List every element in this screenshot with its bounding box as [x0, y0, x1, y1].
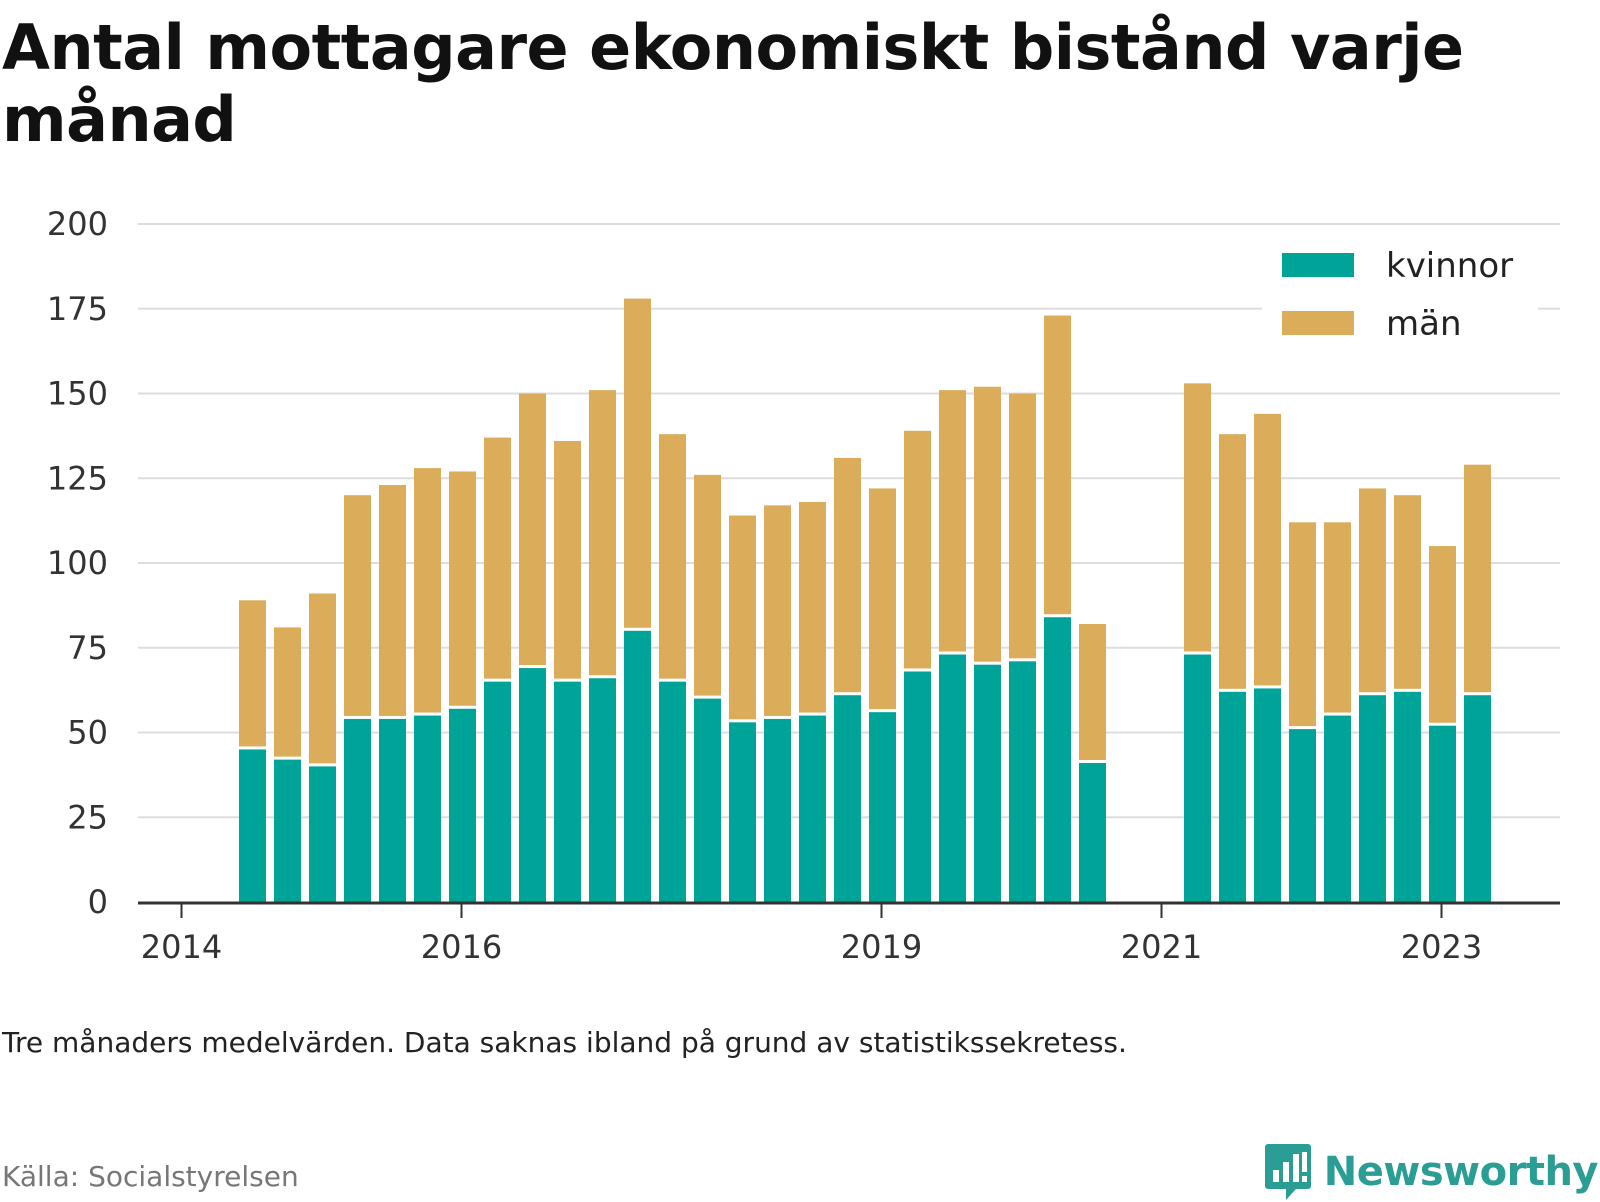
- bar-kvinnor: [1429, 725, 1456, 902]
- y-tick-label: 25: [67, 798, 108, 836]
- bar-män: [1079, 624, 1106, 761]
- x-tick-label: 2016: [421, 928, 502, 966]
- bar-män: [379, 485, 406, 716]
- y-tick-label: 150: [47, 375, 108, 413]
- bar-kvinnor: [834, 695, 861, 902]
- y-tick-label: 0: [88, 883, 108, 921]
- bar-män: [834, 457, 861, 693]
- bar-kvinnor: [1324, 715, 1351, 902]
- x-tick-label: 2014: [141, 928, 222, 966]
- y-tick-label: 75: [67, 629, 108, 667]
- bar-kvinnor: [624, 630, 651, 902]
- bar-män: [554, 440, 581, 679]
- bar-män: [659, 434, 686, 679]
- bar-män: [729, 515, 756, 720]
- bar-kvinnor: [764, 718, 791, 902]
- bar-kvinnor: [1219, 691, 1246, 902]
- bar-män: [239, 600, 266, 747]
- bar-män: [1219, 434, 1246, 689]
- bar-män: [694, 474, 721, 696]
- bar-kvinnor: [869, 712, 896, 902]
- bar-män: [484, 437, 511, 679]
- bar-kvinnor: [799, 715, 826, 902]
- bar-män: [449, 471, 476, 706]
- bar-män: [414, 468, 441, 713]
- bar-kvinnor: [519, 668, 546, 902]
- bar-kvinnor: [1079, 763, 1106, 902]
- bar-män: [974, 386, 1001, 662]
- bar-kvinnor: [414, 715, 441, 902]
- legend-label: män: [1386, 304, 1462, 344]
- bar-kvinnor: [694, 698, 721, 902]
- bar-kvinnor: [239, 749, 266, 902]
- bar-män: [1359, 488, 1386, 693]
- legend-label: kvinnor: [1386, 246, 1513, 286]
- y-axis-ticks: 0 25 50 75 100 125 150 175 200: [47, 205, 108, 921]
- bar-män: [1464, 464, 1491, 693]
- bar-kvinnor: [1359, 695, 1386, 902]
- bar-kvinnor: [1394, 691, 1421, 902]
- bar-kvinnor: [659, 681, 686, 902]
- bar-kvinnor: [904, 671, 931, 902]
- bar-kvinnor: [484, 681, 511, 902]
- bar-kvinnor: [1044, 617, 1071, 902]
- brand-name: Newsworthy: [1323, 1149, 1599, 1195]
- y-tick-label: 50: [67, 714, 108, 752]
- y-tick-label: 175: [47, 290, 108, 328]
- bar-kvinnor: [379, 718, 406, 902]
- bar-män: [624, 298, 651, 628]
- legend-swatch: [1282, 253, 1354, 277]
- bar-kvinnor: [449, 708, 476, 902]
- bar-män: [309, 593, 336, 764]
- bar-män: [939, 390, 966, 652]
- bar-kvinnor: [729, 722, 756, 902]
- brand[interactable]: Newsworthy: [1264, 1142, 1599, 1202]
- bar-kvinnor: [309, 766, 336, 902]
- legend: kvinnor män: [1262, 238, 1538, 346]
- bar-män: [274, 627, 301, 757]
- bar-män: [589, 390, 616, 676]
- bar-män: [1009, 393, 1036, 659]
- bar-kvinnor: [974, 664, 1001, 902]
- bar-kvinnor: [939, 654, 966, 902]
- y-tick-label: 100: [47, 544, 108, 582]
- bar-män: [344, 495, 371, 716]
- bar-kvinnor: [1009, 661, 1036, 902]
- bar-män: [799, 501, 826, 713]
- bar-kvinnor: [1254, 688, 1281, 902]
- bar-män: [764, 505, 791, 716]
- source-label: Källa: Socialstyrelsen: [2, 1160, 299, 1193]
- bar-män: [1429, 546, 1456, 723]
- bar-män: [1044, 315, 1071, 615]
- bar-män: [1394, 495, 1421, 689]
- bar-kvinnor: [589, 678, 616, 902]
- bar-kvinnor: [554, 681, 581, 902]
- chart-title: Antal mottagare ekonomiskt bistånd varje…: [2, 11, 1464, 156]
- bar-kvinnor: [1184, 654, 1211, 902]
- x-tick-label: 2021: [1121, 928, 1202, 966]
- bar-män: [869, 488, 896, 710]
- x-tick-label: 2019: [841, 928, 922, 966]
- bar-kvinnor: [1464, 695, 1491, 902]
- bar-kvinnor: [344, 718, 371, 902]
- newsworthy-logo-icon: [1264, 1144, 1311, 1200]
- y-tick-label: 125: [47, 459, 108, 497]
- bar-män: [904, 430, 931, 669]
- bar-män: [1324, 522, 1351, 713]
- x-axis: 2014 2016 2019 2021 2023: [138, 901, 1560, 966]
- bar-män: [1289, 522, 1316, 727]
- bar-män: [1254, 413, 1281, 686]
- bar-män: [1184, 383, 1211, 652]
- bar-män: [519, 393, 546, 666]
- bar-kvinnor: [274, 759, 301, 902]
- x-tick-label: 2023: [1401, 928, 1482, 966]
- chart-note: Tre månaders medelvärden. Data saknas ib…: [2, 1026, 1127, 1059]
- y-tick-label: 200: [47, 205, 108, 243]
- bars: [239, 298, 1491, 902]
- legend-swatch: [1282, 311, 1354, 335]
- bar-kvinnor: [1289, 729, 1316, 902]
